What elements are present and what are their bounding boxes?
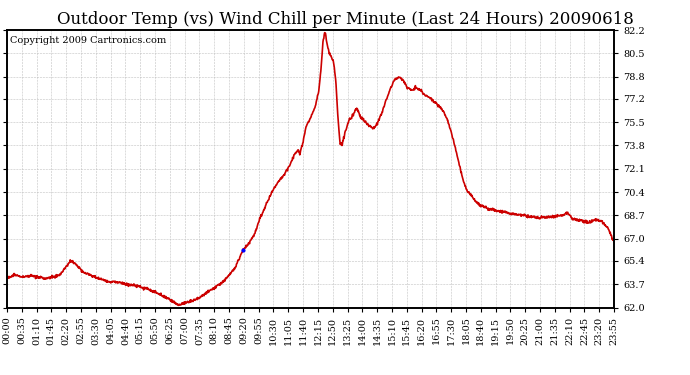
Text: Copyright 2009 Cartronics.com: Copyright 2009 Cartronics.com (10, 36, 166, 45)
Text: Outdoor Temp (vs) Wind Chill per Minute (Last 24 Hours) 20090618: Outdoor Temp (vs) Wind Chill per Minute … (57, 11, 633, 28)
